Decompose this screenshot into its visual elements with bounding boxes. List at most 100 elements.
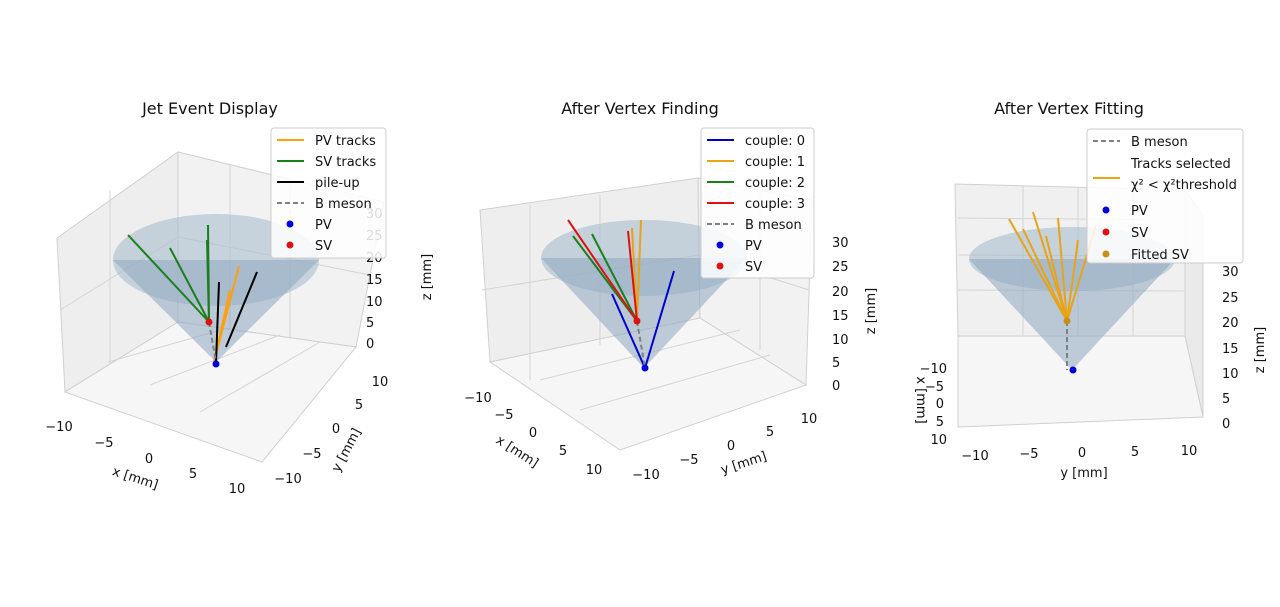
tick-label: 10: [372, 375, 389, 390]
panel-after-vertex-finding: After Vertex Finding −10 −5: [464, 99, 879, 483]
tick-label: 5: [936, 415, 944, 430]
tick-label: 25: [1222, 291, 1239, 306]
b-meson-line: [208, 321, 217, 363]
tick-label: 5: [1131, 445, 1139, 460]
selected-track: [1066, 239, 1079, 322]
y-ticks: −10 −5 0 5 10: [961, 444, 1197, 464]
couple-0-track: [611, 293, 646, 369]
y-ticks: −10 −5 0 5 10: [274, 375, 388, 487]
legend-swatch-marker: [1102, 206, 1110, 214]
legend-label: Tracks selected: [1130, 157, 1231, 172]
tick-label: −10: [961, 449, 988, 464]
selected-track: [1045, 235, 1068, 322]
tick-label: 0: [936, 397, 944, 412]
z-axis-label: z [mm]: [864, 288, 879, 334]
z-axis-label: z [mm]: [1253, 327, 1268, 373]
couple-3-track: [567, 219, 638, 322]
cone-body: [113, 260, 319, 362]
tick-label: 20: [832, 285, 849, 300]
panel-after-vertex-fitting: After Vertex Fitting −10 −5 0 5: [913, 99, 1268, 481]
tick-label: 5: [1222, 392, 1230, 407]
tick-label: −10: [632, 468, 659, 483]
tick-label: 5: [766, 425, 774, 440]
legend-label: B meson: [1131, 135, 1188, 150]
legend-swatch-marker: [1102, 228, 1110, 236]
tick-label: 30: [1222, 265, 1239, 280]
tick-label: 15: [1222, 342, 1239, 357]
pv-marker: [641, 364, 649, 372]
panel-title: After Vertex Fitting: [994, 99, 1144, 118]
tick-label: 5: [832, 356, 840, 371]
legend-label: couple: 2: [745, 176, 805, 191]
tick-label: 5: [366, 316, 374, 331]
tick-label: 0: [1222, 417, 1230, 432]
tick-label: 10: [1222, 367, 1239, 382]
legend-label: Fitted SV: [1131, 248, 1189, 263]
legend-swatch-marker: [716, 262, 724, 270]
tick-label: −5: [94, 436, 113, 451]
selected-track: [1057, 217, 1068, 322]
y-ticks: −10 −5 0 5 10: [632, 412, 817, 483]
cone-body: [969, 259, 1175, 370]
legend-label: B meson: [745, 218, 802, 233]
tick-label: −5: [302, 447, 321, 462]
tick-label: −10: [274, 472, 301, 487]
tick-label: −5: [1019, 447, 1038, 462]
legend-label: SV: [745, 260, 762, 275]
sv-marker: [205, 318, 213, 326]
pane-floor: [63, 321, 357, 463]
tick-label: 0: [727, 439, 735, 454]
legend-label: PV: [745, 239, 762, 254]
pane-floor: [957, 335, 1204, 428]
legend-label: PV tracks: [315, 134, 376, 149]
tick-label: −10: [920, 362, 947, 377]
legend-swatch-marker: [286, 241, 294, 249]
tick-label: 10: [801, 412, 818, 427]
sv-track: [169, 247, 210, 323]
pileup-track: [225, 271, 258, 348]
tick-label: 10: [586, 463, 603, 478]
tick-label: 10: [229, 482, 246, 497]
tick-label: 10: [1181, 444, 1198, 459]
legend-label: couple: 3: [745, 197, 805, 212]
pv-marker: [212, 360, 220, 368]
tick-label: 0: [332, 422, 340, 437]
tick-label: 10: [366, 295, 383, 310]
legend-entries: couple: 0 couple: 1 couple: 2 couple: 3 B me…: [707, 134, 805, 275]
legend-entries: PV tracks SV tracks pile-up B meson PV SV: [277, 134, 376, 254]
tick-label: 10: [832, 333, 849, 348]
x-ticks: −10 −5 0 5 10: [45, 420, 245, 497]
panel-title: Jet Event Display: [141, 99, 278, 118]
pv-marker: [1069, 366, 1077, 374]
legend-label: SV: [315, 239, 332, 254]
tick-label: −5: [679, 453, 698, 468]
couple-3-track: [627, 230, 638, 322]
legend-swatch-marker: [1102, 250, 1110, 258]
tick-label: −5: [494, 408, 513, 423]
panel-title: After Vertex Finding: [561, 99, 719, 118]
legend-entries: B meson Tracks selected χ² < χ²threshold PV…: [1093, 135, 1237, 263]
tick-label: −10: [464, 391, 491, 406]
tick-label: 15: [366, 273, 383, 288]
couple-1-track: [636, 219, 642, 322]
legend-label: pile-up: [315, 176, 360, 191]
tick-label: −10: [45, 420, 72, 435]
legend: PV tracks SV tracks pile-up B meson PV SV: [270, 127, 387, 259]
tick-label: 0: [529, 426, 537, 441]
sv-track: [206, 239, 210, 323]
tick-label: 0: [366, 337, 374, 352]
tick-label: 20: [1222, 316, 1239, 331]
legend: B meson Tracks selected χ² < χ²threshold PV…: [1086, 128, 1244, 264]
legend-label: B meson: [315, 197, 372, 212]
sv-track: [127, 234, 210, 323]
x-ticks: −10 −5 0 5 10: [920, 362, 947, 448]
pileup-track: [215, 281, 220, 363]
legend-label: couple: 1: [745, 155, 805, 170]
tracks: [127, 224, 258, 363]
legend-swatch-marker: [716, 241, 724, 249]
legend-label: PV: [1131, 204, 1148, 219]
tick-label: −5: [925, 380, 944, 395]
x-axis-label: x [mm]: [913, 376, 928, 423]
sv-marker: [633, 317, 641, 325]
